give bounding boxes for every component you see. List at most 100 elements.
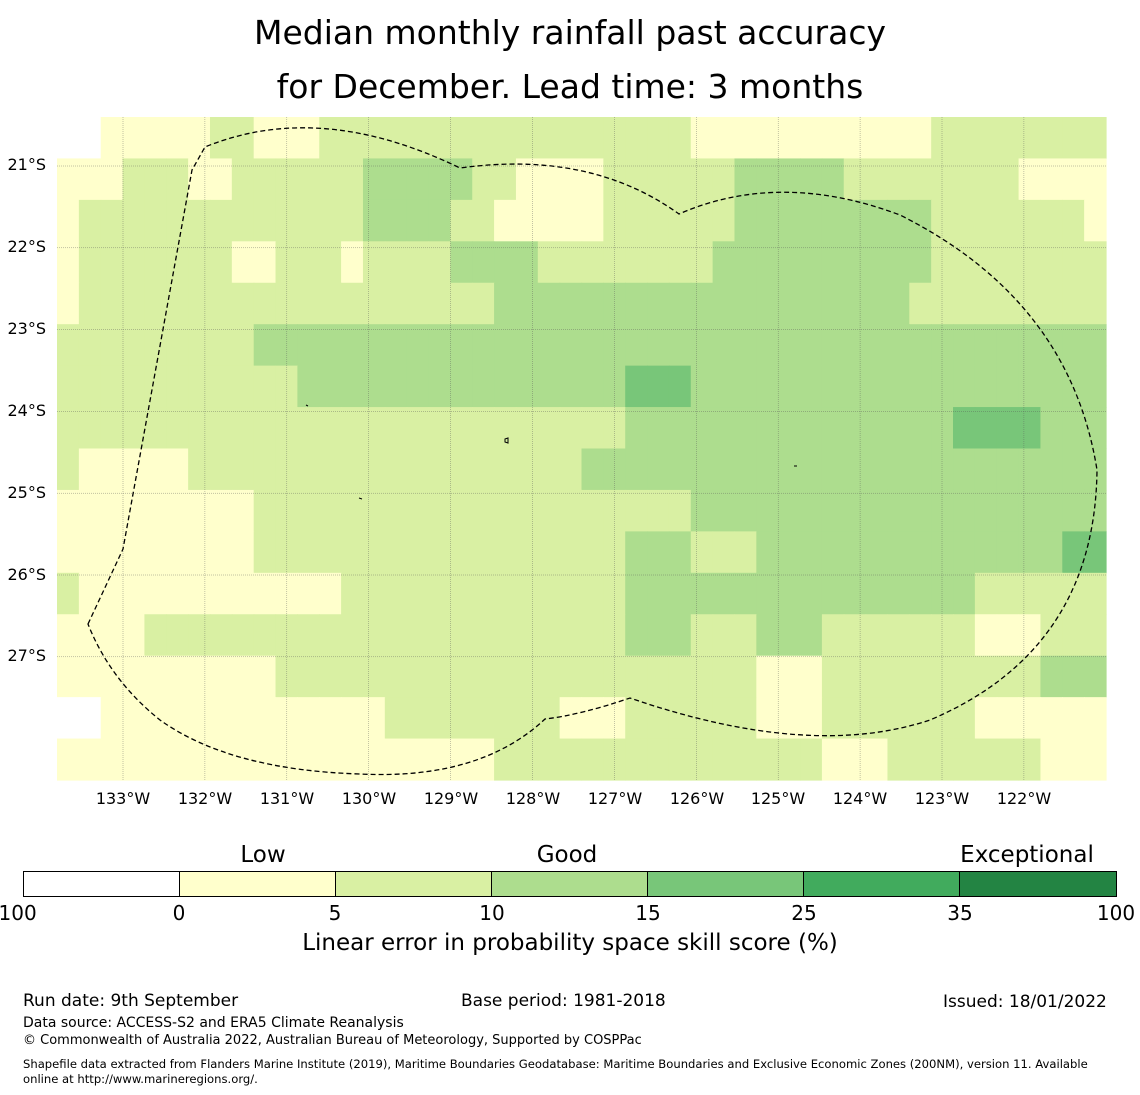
grid-cell [690, 117, 714, 160]
grid-cell [756, 407, 779, 450]
grid-cell [778, 614, 801, 657]
grid-cell [974, 324, 998, 367]
grid-cell [450, 241, 473, 284]
grid-cell [144, 489, 167, 532]
grid-cell [100, 241, 124, 284]
grid-cell [668, 448, 692, 491]
grid-cell [122, 697, 146, 740]
grid-cell [931, 614, 954, 657]
grid-cell [537, 158, 561, 201]
grid-cell [603, 365, 626, 408]
grid-cell [494, 324, 517, 367]
grid-cell [931, 655, 954, 698]
grid-cell [1040, 531, 1063, 574]
grid-cell [756, 365, 779, 408]
grid-cell [341, 738, 364, 781]
grid-cell [209, 241, 233, 284]
grid-cell [188, 697, 211, 740]
grid-cell [1062, 531, 1085, 574]
grid-cell [843, 199, 867, 242]
grid-cell [712, 572, 736, 615]
grid-cell [406, 407, 430, 450]
grid-cell [690, 365, 714, 408]
grid-cell [778, 489, 801, 532]
grid-cell [909, 199, 932, 242]
grid-cell [581, 697, 604, 740]
grid-cell [1084, 282, 1107, 325]
lat-label: 26°S [7, 565, 46, 584]
grid-cell [931, 407, 954, 450]
grid-cell [712, 614, 736, 657]
grid-cell [297, 199, 320, 242]
grid-cell [1018, 697, 1042, 740]
grid-cell [778, 282, 801, 325]
grid-cell [1018, 282, 1042, 325]
grid-cell [800, 655, 823, 698]
grid-cell [843, 697, 867, 740]
grid-cell [668, 572, 692, 615]
grid-cell [1084, 489, 1107, 532]
grid-cell [953, 738, 976, 781]
graticule-lines [57, 117, 1106, 780]
grid-cell [931, 489, 954, 532]
grid-cell [341, 158, 364, 201]
island-1 [305, 404, 309, 407]
grid-cell [1062, 324, 1085, 367]
grid-cell [1018, 655, 1042, 698]
grid-cell [57, 241, 80, 284]
grid-cell [778, 655, 801, 698]
grid-cell [450, 407, 473, 450]
grid-cell [931, 738, 954, 781]
legend-category-low: Low [240, 842, 286, 868]
copyright: © Commonwealth of Australia 2022, Austra… [23, 1033, 642, 1048]
grid-cell [428, 738, 451, 781]
grid-cell [253, 697, 277, 740]
grid-cell [494, 614, 517, 657]
grid-cell [1062, 655, 1085, 698]
grid-cell [996, 407, 1020, 450]
grid-cell [78, 324, 102, 367]
grid-cell [843, 614, 867, 657]
grid-cell [1084, 572, 1107, 615]
grid-cell [1040, 117, 1063, 160]
grid-cell [690, 448, 714, 491]
grid-cell [712, 199, 736, 242]
grid-cell [122, 572, 146, 615]
grid-cell [166, 531, 189, 574]
grid-cell [843, 117, 867, 160]
grid-cell [1040, 614, 1063, 657]
grid-cell [603, 117, 626, 160]
grid-cell [122, 117, 146, 160]
grid-cell [122, 407, 146, 450]
grid-cell [909, 117, 932, 160]
grid-cell [515, 324, 539, 367]
grid-cell [494, 407, 517, 450]
grid-cell [100, 324, 124, 367]
grid-cell [428, 572, 451, 615]
grid-cell [559, 489, 583, 532]
grid-cell [1040, 697, 1063, 740]
grid-cell [57, 572, 80, 615]
grid-cell [428, 199, 451, 242]
shapefile-credit-line-2: online at http://www.marineregions.org/. [23, 1072, 258, 1086]
grid-cell [297, 241, 320, 284]
grid-cell [821, 738, 845, 781]
grid-cell [384, 324, 408, 367]
grid-cell [734, 407, 757, 450]
grid-cell [668, 158, 692, 201]
grid-cell [887, 531, 910, 574]
grid-cell [668, 655, 692, 698]
grid-cell [494, 282, 517, 325]
grid-cell [275, 531, 298, 574]
grid-cell [341, 117, 364, 160]
grid-cell [647, 282, 670, 325]
grid-cell [996, 241, 1020, 284]
colorbar-tick: 10 [479, 901, 505, 925]
grid-cell [625, 117, 648, 160]
grid-cell [668, 324, 692, 367]
grid-cell [712, 407, 736, 450]
grid-cell [209, 738, 233, 781]
grid-cell [57, 365, 80, 408]
grid-cell [472, 697, 495, 740]
grid-cell [931, 448, 954, 491]
